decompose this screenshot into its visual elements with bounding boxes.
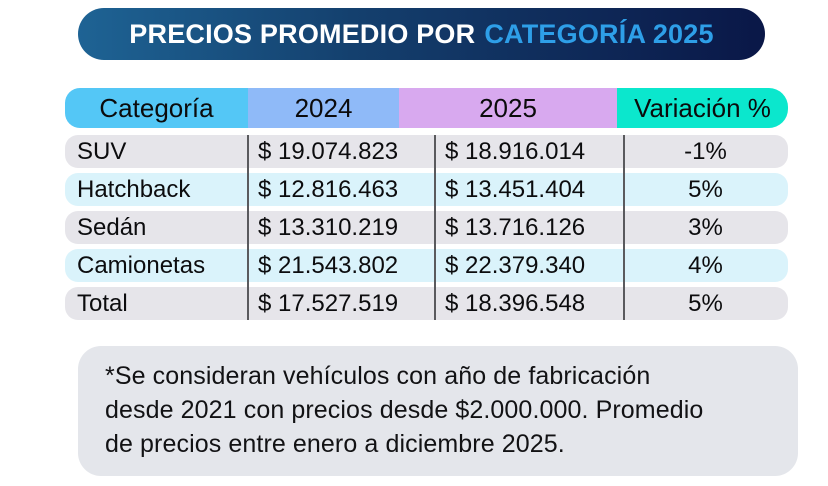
table-row-camionetas: Camionetas $ 21.543.802 $ 22.379.340 4% bbox=[65, 249, 788, 282]
cell-2024: $ 17.527.519 bbox=[258, 289, 399, 317]
cell-categoria: Hatchback bbox=[77, 175, 191, 203]
cell-2025: $ 13.716.126 bbox=[445, 213, 586, 241]
table-row-sedan: Sedán $ 13.310.219 $ 13.716.126 3% bbox=[65, 211, 788, 244]
title-highlight: CATEGORÍA 2025 bbox=[484, 18, 714, 49]
table-body: SUV $ 19.074.823 $ 18.916.014 -1% Hatchb… bbox=[65, 135, 788, 325]
cell-categoria: Camionetas bbox=[77, 251, 206, 279]
cell-categoria: SUV bbox=[77, 137, 127, 165]
cell-variacion: 4% bbox=[688, 251, 723, 279]
cell-variacion: 5% bbox=[688, 175, 723, 203]
title-prefix: PRECIOS PROMEDIO POR bbox=[129, 18, 476, 49]
cell-2024: $ 21.543.802 bbox=[258, 251, 399, 279]
column-header-variacion: Variación % bbox=[617, 88, 788, 128]
footnote-line: *Se consideran vehículos con año de fabr… bbox=[105, 362, 651, 390]
footnote-box: *Se consideran vehículos con año de fabr… bbox=[78, 346, 798, 476]
cell-2024: $ 19.074.823 bbox=[258, 137, 399, 165]
table-header-row: Categoría 2024 2025 Variación % bbox=[65, 88, 788, 128]
cell-variacion: 5% bbox=[688, 289, 723, 317]
column-header-2024: 2024 bbox=[248, 88, 399, 128]
table-row-hatchback: Hatchback $ 12.816.463 $ 13.451.404 5% bbox=[65, 173, 788, 206]
cell-2024: $ 13.310.219 bbox=[258, 213, 399, 241]
cell-categoria: Sedán bbox=[77, 213, 147, 241]
cell-2025: $ 13.451.404 bbox=[445, 175, 586, 203]
column-divider-3 bbox=[623, 135, 625, 320]
cell-2024: $ 12.816.463 bbox=[258, 175, 399, 203]
footnote-line: desde 2021 con precios desde $2.000.000.… bbox=[105, 396, 704, 424]
cell-2025: $ 22.379.340 bbox=[445, 251, 586, 279]
column-divider-2 bbox=[434, 135, 436, 320]
column-header-2025: 2025 bbox=[399, 88, 617, 128]
column-header-categoria: Categoría bbox=[65, 88, 248, 128]
cell-variacion: 3% bbox=[688, 213, 723, 241]
cell-2025: $ 18.396.548 bbox=[445, 289, 586, 317]
cell-2025: $ 18.916.014 bbox=[445, 137, 586, 165]
footnote-line: de precios entre enero a diciembre 2025. bbox=[105, 430, 565, 458]
table-row-suv: SUV $ 19.074.823 $ 18.916.014 -1% bbox=[65, 135, 788, 168]
column-divider-1 bbox=[247, 135, 249, 320]
cell-categoria: Total bbox=[77, 289, 128, 317]
table-row-total: Total $ 17.527.519 $ 18.396.548 5% bbox=[65, 287, 788, 320]
page-title: PRECIOS PROMEDIO POR CATEGORÍA 2025 bbox=[78, 8, 765, 60]
cell-variacion: -1% bbox=[684, 137, 727, 165]
